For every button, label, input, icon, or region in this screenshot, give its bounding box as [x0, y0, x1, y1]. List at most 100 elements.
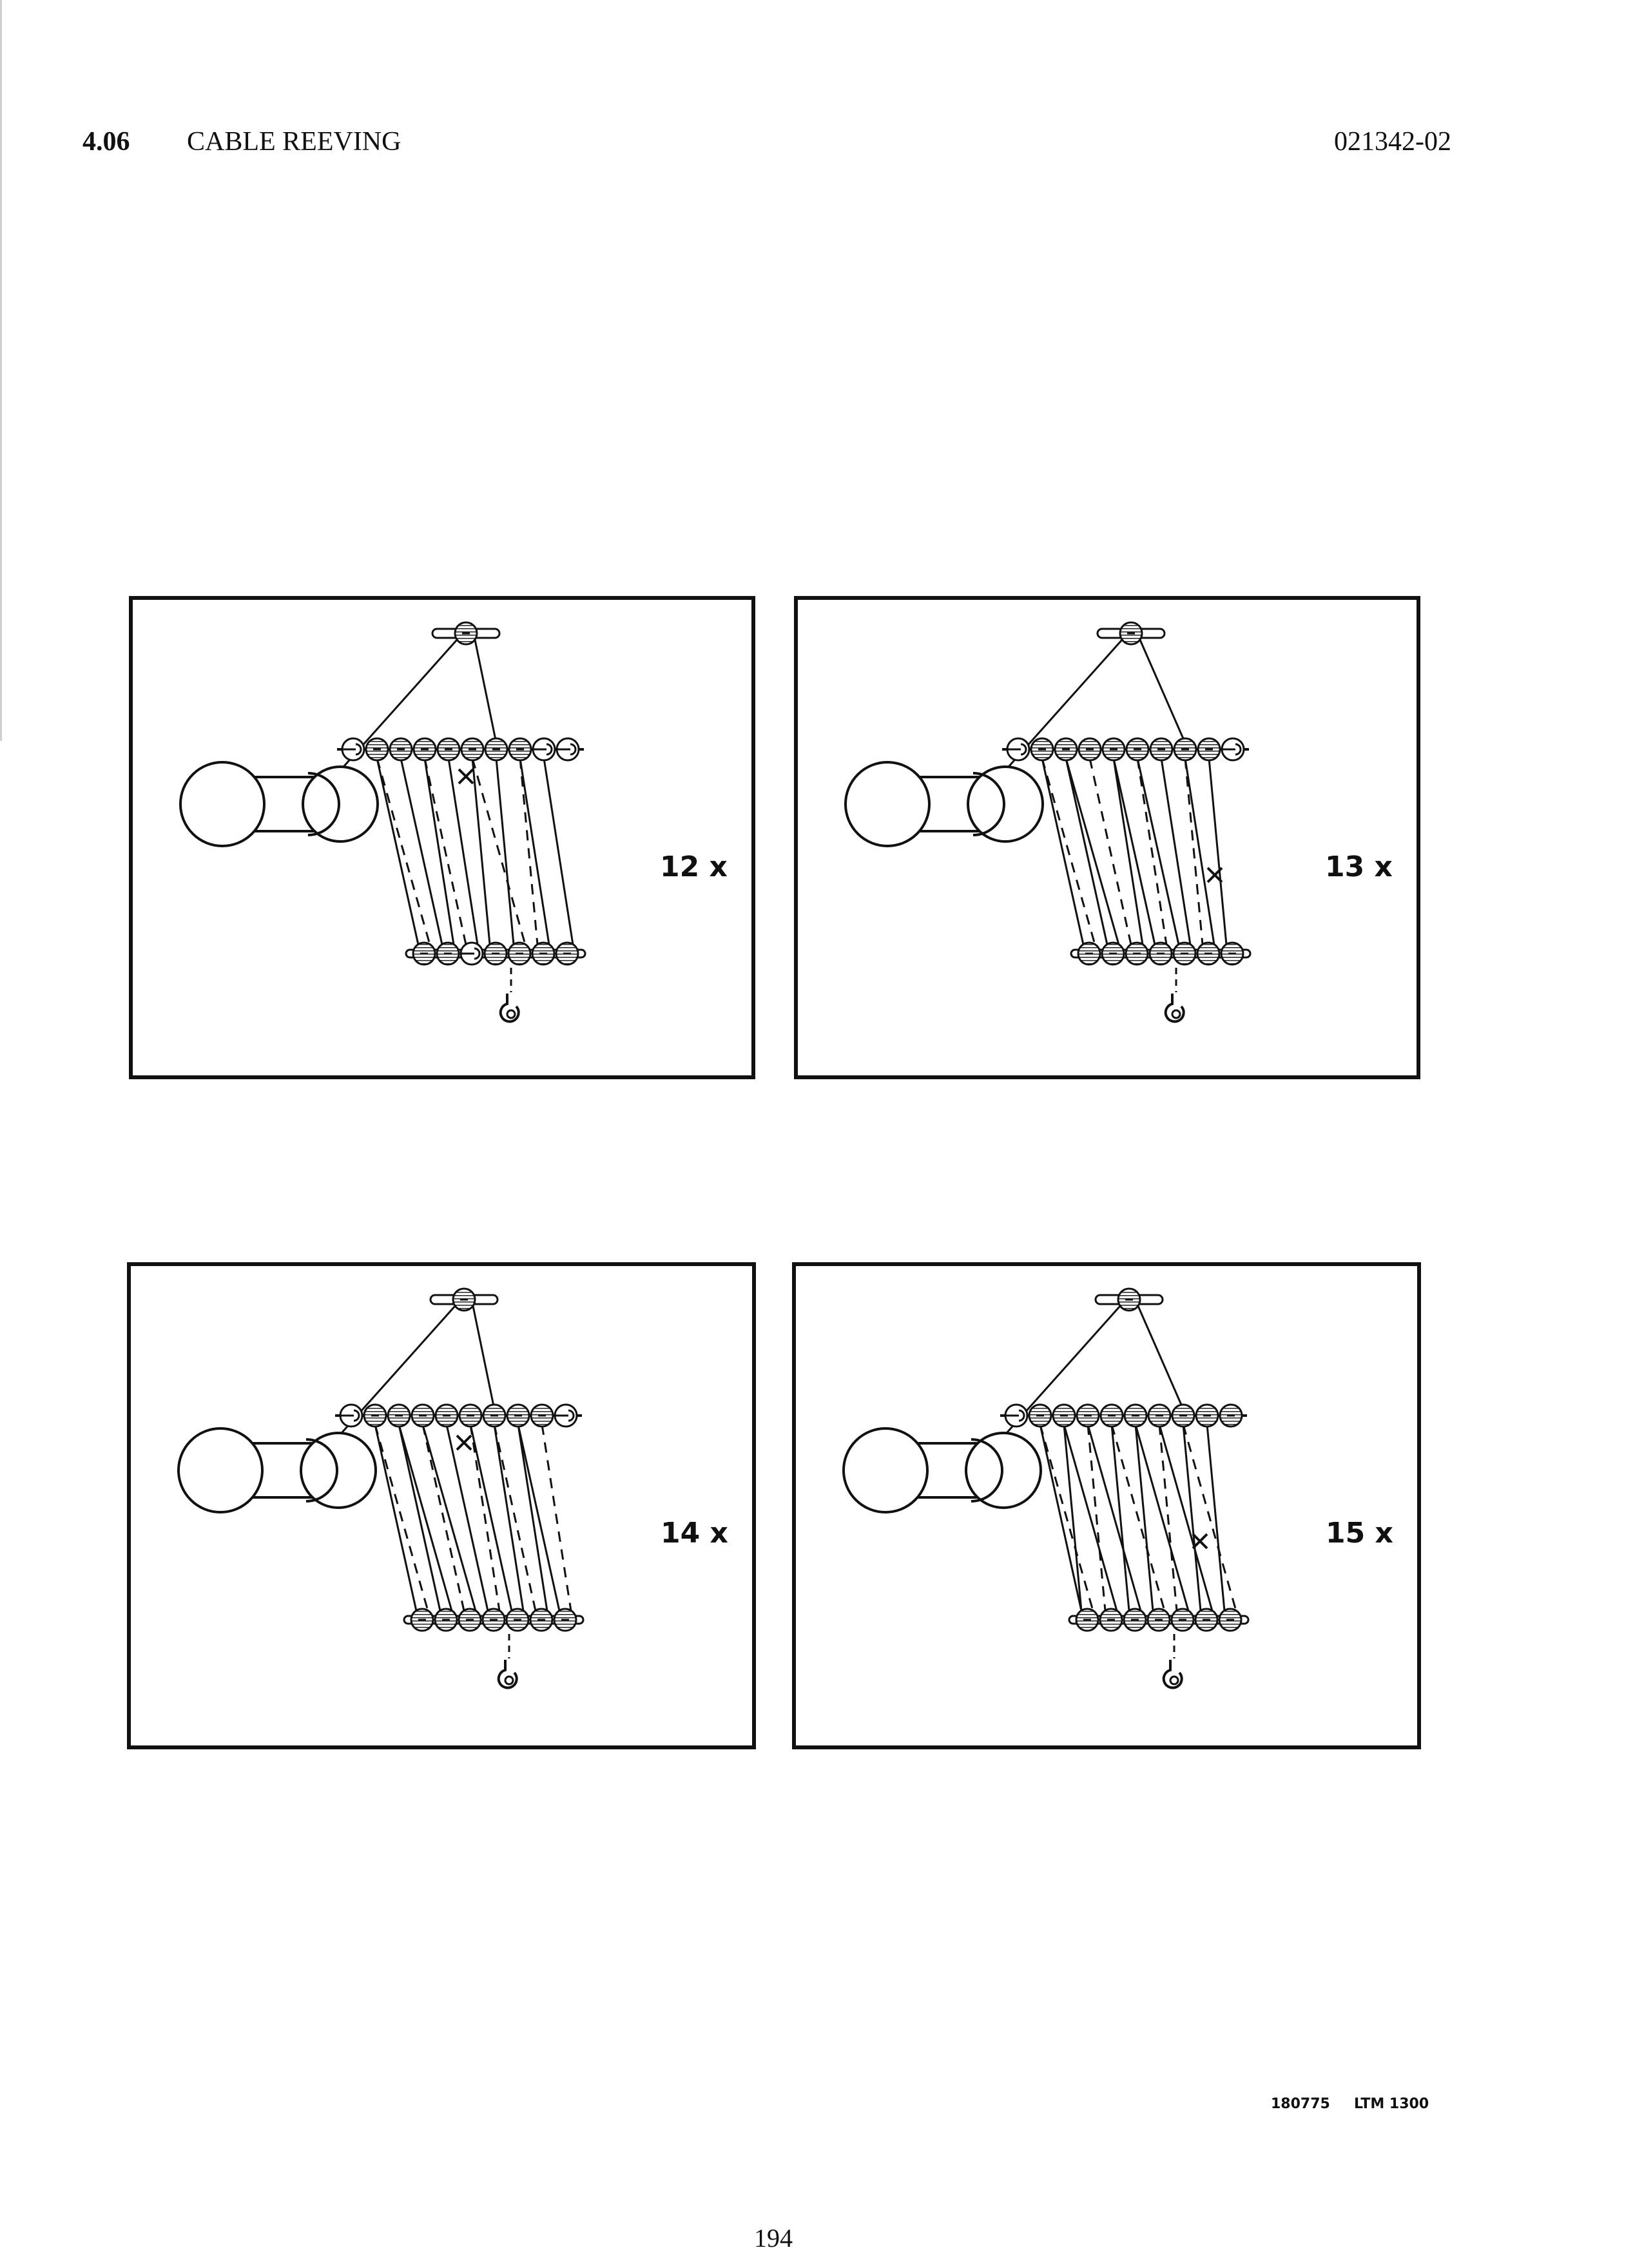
rope-fall [376, 758, 431, 945]
head-sheave [1099, 1403, 1124, 1428]
parts-of-line-label: 14 x [661, 1517, 728, 1550]
reeving-panel-3: 14 x [127, 1262, 756, 1749]
drum-flange-inner [972, 772, 1005, 836]
rope-fall [1208, 758, 1228, 945]
rope-fall [1088, 758, 1132, 945]
hook [1164, 994, 1185, 1023]
head-sheave [530, 1403, 554, 1428]
rope-fall [1182, 1424, 1202, 1611]
head-sheave [363, 1403, 387, 1428]
hook-block-sheave [481, 1608, 506, 1632]
hook-block-sheave [1220, 941, 1244, 966]
hook-block-sheave [436, 941, 460, 966]
head-sheave [506, 1403, 530, 1428]
hook-block-sheave [1170, 1608, 1195, 1632]
guide-sheave [454, 621, 478, 646]
rope-fall [1041, 758, 1096, 945]
rope-fall [1041, 758, 1085, 945]
rope-fall [493, 1424, 537, 1611]
reeving-panel-2: 13 x [794, 596, 1420, 1079]
binding-edge [0, 0, 2, 741]
hook-block-sheave [412, 941, 436, 966]
head-sheave [482, 1403, 507, 1428]
guide-sheave [1117, 1287, 1141, 1312]
footer-model: LTM 1300 [1354, 2096, 1429, 2112]
section-number: 4.06 [82, 127, 130, 157]
rope-fall [400, 758, 443, 945]
hook-block-sheave [459, 941, 484, 966]
rope-fall [1087, 1424, 1142, 1611]
rope-fall [517, 1424, 561, 1611]
guide-sheave [1119, 621, 1143, 646]
hook-block-sheave [1146, 1608, 1171, 1632]
rope-fall [1039, 1424, 1094, 1611]
head-sheave [1028, 1403, 1052, 1428]
rope-fall [447, 758, 479, 945]
head-sheave [1197, 737, 1221, 762]
head-sheave [1195, 1403, 1219, 1428]
hook-block-sheave [1101, 941, 1125, 966]
rope-fall [469, 1424, 501, 1611]
rope-falls [374, 1424, 572, 1611]
rope-fall [374, 1424, 429, 1611]
rope-fall [469, 1424, 513, 1611]
hook-block-sheave [505, 1608, 530, 1632]
hook-eye [506, 1009, 516, 1019]
hook-block-sheave [458, 1608, 482, 1632]
hook-block-sheave [1148, 941, 1173, 966]
rope-return [1137, 1305, 1185, 1410]
rope-fall [1063, 1424, 1118, 1611]
head-sheave [1076, 1403, 1100, 1428]
hook-block-sheave [1099, 1608, 1123, 1632]
rope-return [474, 639, 498, 744]
hook-block-sheave [555, 941, 579, 966]
rope-fall [495, 758, 515, 945]
hook [1162, 1660, 1183, 1689]
head-sheave [1078, 737, 1102, 762]
hook-block-sheave [507, 941, 532, 966]
parts-of-line-label: 12 x [660, 850, 728, 883]
head-sheave [434, 1403, 459, 1428]
rope-fall [445, 1424, 489, 1611]
rope-fall [471, 758, 491, 945]
rope-fall [1110, 1424, 1130, 1611]
head-sheave [1171, 1403, 1195, 1428]
page-number: 194 [754, 2224, 793, 2253]
rope-fall [519, 758, 550, 945]
rope-falls [1041, 758, 1228, 945]
rope-fall [1184, 758, 1215, 945]
drum-end-cap [844, 761, 931, 847]
hook-block-sheave [434, 1608, 458, 1632]
head-sheave [554, 1403, 578, 1428]
head-sheave [1004, 1403, 1029, 1428]
hook-block-sheave [553, 1608, 577, 1632]
head-sheave [1149, 737, 1174, 762]
dead-end-marker [458, 768, 474, 785]
head-sheave [508, 737, 532, 762]
hook-eye [1171, 1009, 1181, 1019]
head-sheave [389, 737, 413, 762]
rope-fall [423, 758, 455, 945]
head-sheave [411, 1403, 435, 1428]
rope-return [1139, 639, 1186, 744]
rope-fall [374, 1424, 418, 1611]
head-sheave [387, 1403, 411, 1428]
hook-block-sheave [1077, 941, 1101, 966]
head-sheave [532, 737, 556, 762]
rope-fall [543, 758, 574, 945]
head-sheave [1125, 737, 1150, 762]
reeving-panel-1: 12 x [129, 596, 755, 1079]
rope-fall [1039, 1424, 1083, 1611]
rope-fall [517, 1424, 548, 1611]
hook-block-sheave [483, 941, 508, 966]
rope-fall [1087, 1424, 1107, 1611]
rope-fall [421, 1424, 465, 1611]
rope-falls [1039, 1424, 1237, 1611]
rope-fall [493, 1424, 525, 1611]
rope-fall [541, 1424, 572, 1611]
hook-block-sheave [1196, 941, 1221, 966]
rope-fall [1110, 1424, 1166, 1611]
head-sheave [365, 737, 389, 762]
hook-block-sheave [410, 1608, 434, 1632]
